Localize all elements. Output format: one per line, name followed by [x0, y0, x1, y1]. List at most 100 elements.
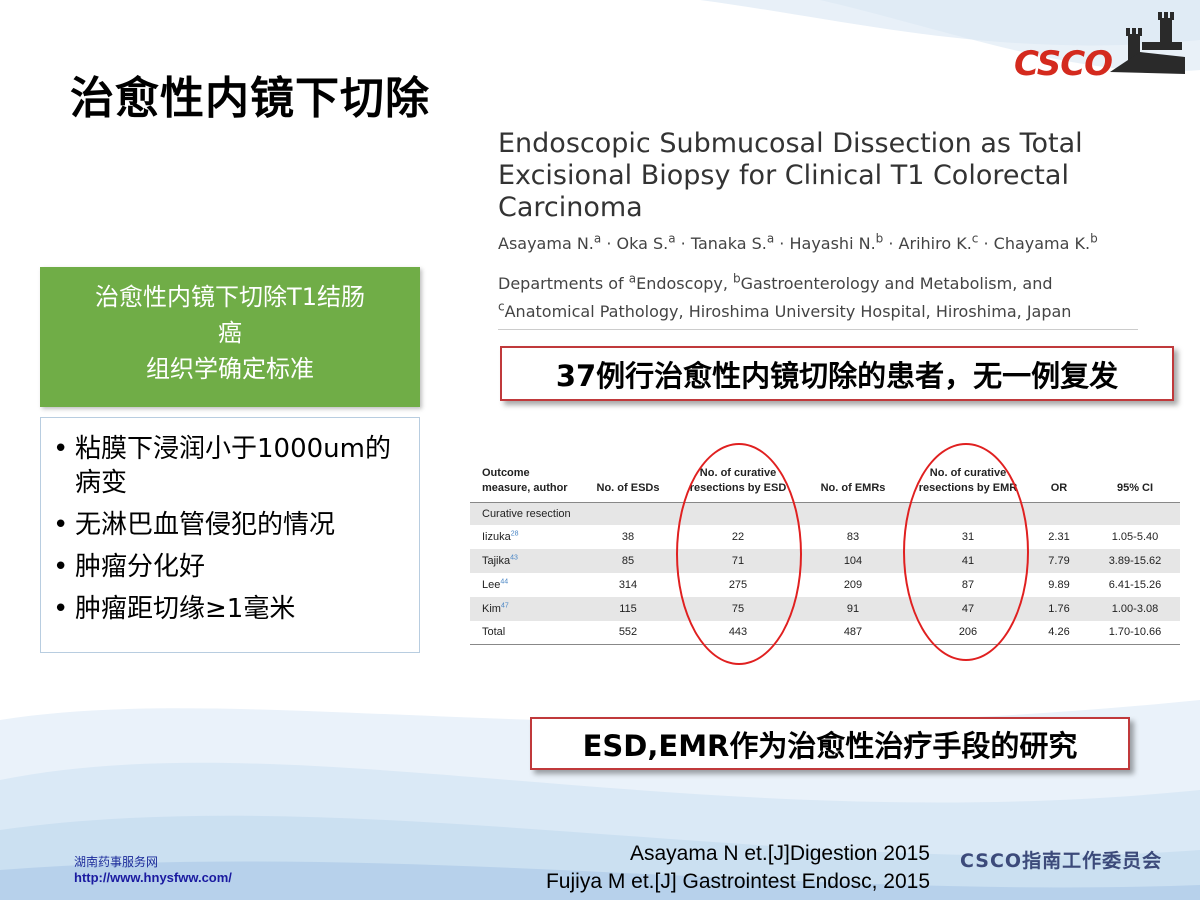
cell-ci: 6.41-15.26 — [1108, 578, 1162, 591]
criteria-header: 治愈性内镜下切除T1结肠 癌 组织学确定标准 — [40, 267, 420, 407]
col-header-esds: No. of ESDs — [578, 462, 678, 503]
criteria-header-line: 组织学确定标准 — [146, 355, 314, 383]
author: Arihiro K. — [898, 234, 972, 253]
criteria-list: 粘膜下浸润小于1000um的病变 无淋巴血管侵犯的情况 肿瘤分化好 肿瘤距切缘≥… — [53, 432, 409, 626]
cell-author: Kim47 — [470, 596, 578, 621]
author-name: Kim — [482, 602, 501, 615]
dept-part: Gastroenterology and Metabolism, and — [740, 274, 1053, 293]
paper-title: Endoscopic Submucosal Dissection as Tota… — [498, 128, 1138, 224]
highlight-ellipse-esd — [676, 443, 802, 665]
criteria-header-line: 治愈性内镜下切除T1结肠 — [95, 283, 365, 311]
header-line: Outcome — [482, 467, 530, 479]
author-affiliation: b — [1090, 231, 1098, 246]
author-separator: · — [774, 234, 790, 253]
cell-esds: 552 — [578, 620, 678, 645]
dept-part: Anatomical Pathology, Hiroshima Universi… — [504, 302, 1072, 321]
reference-number[interactable]: 44 — [500, 577, 509, 585]
author-affiliation: a — [668, 231, 676, 246]
table-row: Tajika43 85 71 104 41 7.79 3.89-15.62 — [470, 548, 1180, 573]
paper-divider — [498, 329, 1138, 330]
author-separator: · — [978, 234, 994, 253]
table-row: Lee44 314 275 209 87 9.89 6.41-15.26 — [470, 573, 1180, 597]
slide-title: 治愈性内镜下切除 — [70, 73, 430, 124]
dept-sup: b — [733, 271, 741, 286]
author: Hayashi N. — [789, 234, 876, 253]
author-name: Total — [482, 626, 506, 639]
callout-study: ESD,EMR作为治愈性治疗手段的研究 — [530, 717, 1130, 770]
cell-emrs: 487 — [798, 620, 908, 645]
criteria-item: 肿瘤分化好 — [53, 550, 409, 584]
author-separator: · — [601, 234, 617, 253]
criteria-item: 肿瘤距切缘≥1毫米 — [53, 592, 409, 626]
paper-authors: Asayama N.a · Oka S.a · Tanaka S.a · Hay… — [498, 231, 1158, 253]
table-section-row: Curative resection — [470, 502, 1180, 525]
col-header-ci: 95% CI — [1090, 462, 1180, 503]
dept-sup: c — [498, 299, 505, 314]
reference-number[interactable]: 28 — [510, 529, 519, 537]
cell-author: Tajika43 — [470, 548, 578, 573]
highlight-ellipse-emr — [903, 443, 1029, 661]
cell-emrs: 104 — [798, 548, 908, 573]
citation: Fujiya M et.[J] Gastrointest Endosc, 201… — [545, 870, 930, 893]
cell-emrs: 91 — [798, 596, 908, 621]
cell-esds: 314 — [618, 578, 638, 591]
cell-ci: 1.00-3.08 — [1090, 596, 1180, 621]
watermark-name: 湖南药事服务网 — [74, 855, 159, 869]
criteria-box: 粘膜下浸润小于1000um的病变 无淋巴血管侵犯的情况 肿瘤分化好 肿瘤距切缘≥… — [40, 417, 420, 653]
col-header-or: OR — [1028, 462, 1090, 503]
cell-esds: 38 — [621, 530, 635, 543]
cell-emrs: 83 — [846, 530, 860, 543]
cell-esds: 85 — [578, 548, 678, 573]
author: Oka S. — [616, 234, 669, 253]
criteria-item: 粘膜下浸润小于1000um的病变 — [53, 432, 409, 500]
cell-esds: 115 — [578, 596, 678, 621]
author-name: Lee — [482, 578, 501, 591]
table-header-row: Outcome measure, author No. of ESDs No. o… — [470, 462, 1180, 503]
criteria-header-line: 癌 — [218, 319, 242, 347]
author-name: Tajika — [482, 554, 511, 567]
cell-ci: 1.05-5.40 — [1111, 530, 1159, 543]
dept-sup: a — [628, 271, 637, 286]
footer-organization: CSCO指南工作委员会 — [960, 850, 1163, 872]
cell-ci: 1.70-10.66 — [1090, 620, 1180, 645]
cell-emrs: 209 — [843, 578, 863, 591]
table-row: Kim47 115 75 91 47 1.76 1.00-3.08 — [470, 596, 1180, 621]
col-header-emrs: No. of EMRs — [798, 462, 908, 503]
paper-departments: Departments of aEndoscopy, bGastroentero… — [498, 270, 1158, 326]
header-line: measure, author — [482, 482, 568, 494]
author-separator: · — [675, 234, 691, 253]
citation: Asayama N et.[J]Digestion 2015 — [630, 842, 930, 865]
csco-logo — [1110, 12, 1185, 74]
cell-or: 7.79 — [1028, 548, 1090, 573]
criteria-item: 无淋巴血管侵犯的情况 — [53, 508, 409, 542]
author-name: Iizuka — [482, 530, 511, 543]
table-row: Total 552 443 487 206 4.26 1.70-10.66 — [470, 620, 1180, 645]
author: Asayama N. — [498, 234, 594, 253]
cell-author: Iizuka28 — [470, 525, 578, 549]
cell-or: 1.76 — [1028, 596, 1090, 621]
author-separator: · — [883, 234, 899, 253]
results-table: Outcome measure, author No. of ESDs No. o… — [470, 462, 1180, 645]
reference-number[interactable]: 43 — [510, 553, 518, 561]
cell-ci: 3.89-15.62 — [1090, 548, 1180, 573]
author: Tanaka S. — [690, 234, 767, 253]
watermark-url: http://www.hnysfww.com/ — [74, 870, 232, 885]
cell-author: Total — [470, 620, 578, 645]
section-label: Curative resection — [470, 502, 1180, 525]
dept-part: Endoscopy, — [636, 274, 734, 293]
author-affiliation: a — [593, 231, 602, 246]
author-affiliation: c — [971, 231, 979, 246]
reference-number[interactable]: 47 — [500, 601, 509, 609]
logo-text: CSCO — [1014, 44, 1113, 84]
author: Chayama K. — [993, 234, 1091, 253]
paper-title-line: Excisional Biopsy for Clinical T1 Colore… — [498, 160, 1069, 191]
col-header-outcome: Outcome measure, author — [470, 462, 578, 503]
paper-title-line: Carcinoma — [498, 192, 643, 223]
cell-or: 4.26 — [1028, 620, 1090, 645]
cell-or: 2.31 — [1048, 530, 1070, 543]
paper-title-line: Endoscopic Submucosal Dissection as Tota… — [498, 128, 1083, 159]
author-affiliation: b — [875, 231, 884, 246]
author-affiliation: a — [766, 231, 775, 246]
watermark: 湖南药事服务网 http://www.hnysfww.com/ — [74, 854, 232, 886]
cell-or: 9.89 — [1048, 578, 1070, 591]
